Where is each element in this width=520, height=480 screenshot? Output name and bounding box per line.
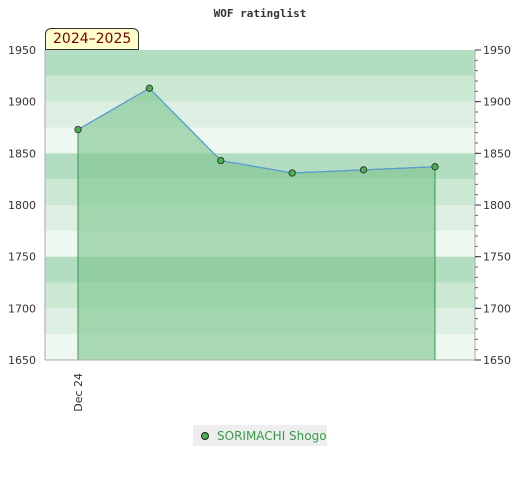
right-y-tick-label: 1900 (483, 96, 511, 109)
data-point[interactable] (145, 84, 153, 92)
data-point[interactable] (431, 163, 439, 171)
points-layer (74, 84, 439, 177)
left-y-tick-label: 1900 (8, 96, 36, 109)
grid-band (45, 75, 475, 102)
x-axis: Dec 24 (45, 359, 475, 412)
legend[interactable]: SORIMACHI Shogo (193, 425, 327, 446)
right-y-tick-label: 1750 (483, 251, 511, 264)
left-y-tick-label: 1650 (8, 354, 36, 367)
legend-marker-icon (201, 431, 209, 440)
right-y-axis: 1650 1700 1750 1800 1850 1900 1950 (474, 44, 511, 367)
left-y-axis: 1650 1700 1750 1800 1850 1900 1950 (8, 44, 46, 367)
data-point[interactable] (359, 166, 368, 174)
data-point[interactable] (74, 125, 82, 134)
left-y-tick-label: 1850 (8, 147, 36, 160)
left-y-tick-label: 1700 (8, 302, 36, 315)
right-y-tick-label: 1650 (483, 354, 511, 367)
season-badge: 2024–2025 (45, 28, 140, 50)
right-y-tick-label: 1700 (483, 302, 511, 315)
data-point[interactable] (288, 169, 296, 177)
chart-title: WOF ratinglist (214, 7, 307, 20)
legend-label: SORIMACHI Shogo (217, 428, 327, 443)
left-y-tick-label: 1950 (8, 44, 36, 57)
left-y-tick-label: 1750 (8, 251, 36, 264)
right-y-tick-label: 1950 (483, 44, 511, 57)
right-y-tick-label: 1850 (483, 147, 511, 160)
grid-band (45, 50, 475, 76)
right-y-tick-label: 1800 (483, 199, 511, 212)
x-tick-label: Dec 24 (72, 373, 85, 412)
left-y-tick-label: 1800 (8, 199, 36, 212)
series-line (77, 87, 436, 174)
data-point[interactable] (217, 156, 225, 165)
